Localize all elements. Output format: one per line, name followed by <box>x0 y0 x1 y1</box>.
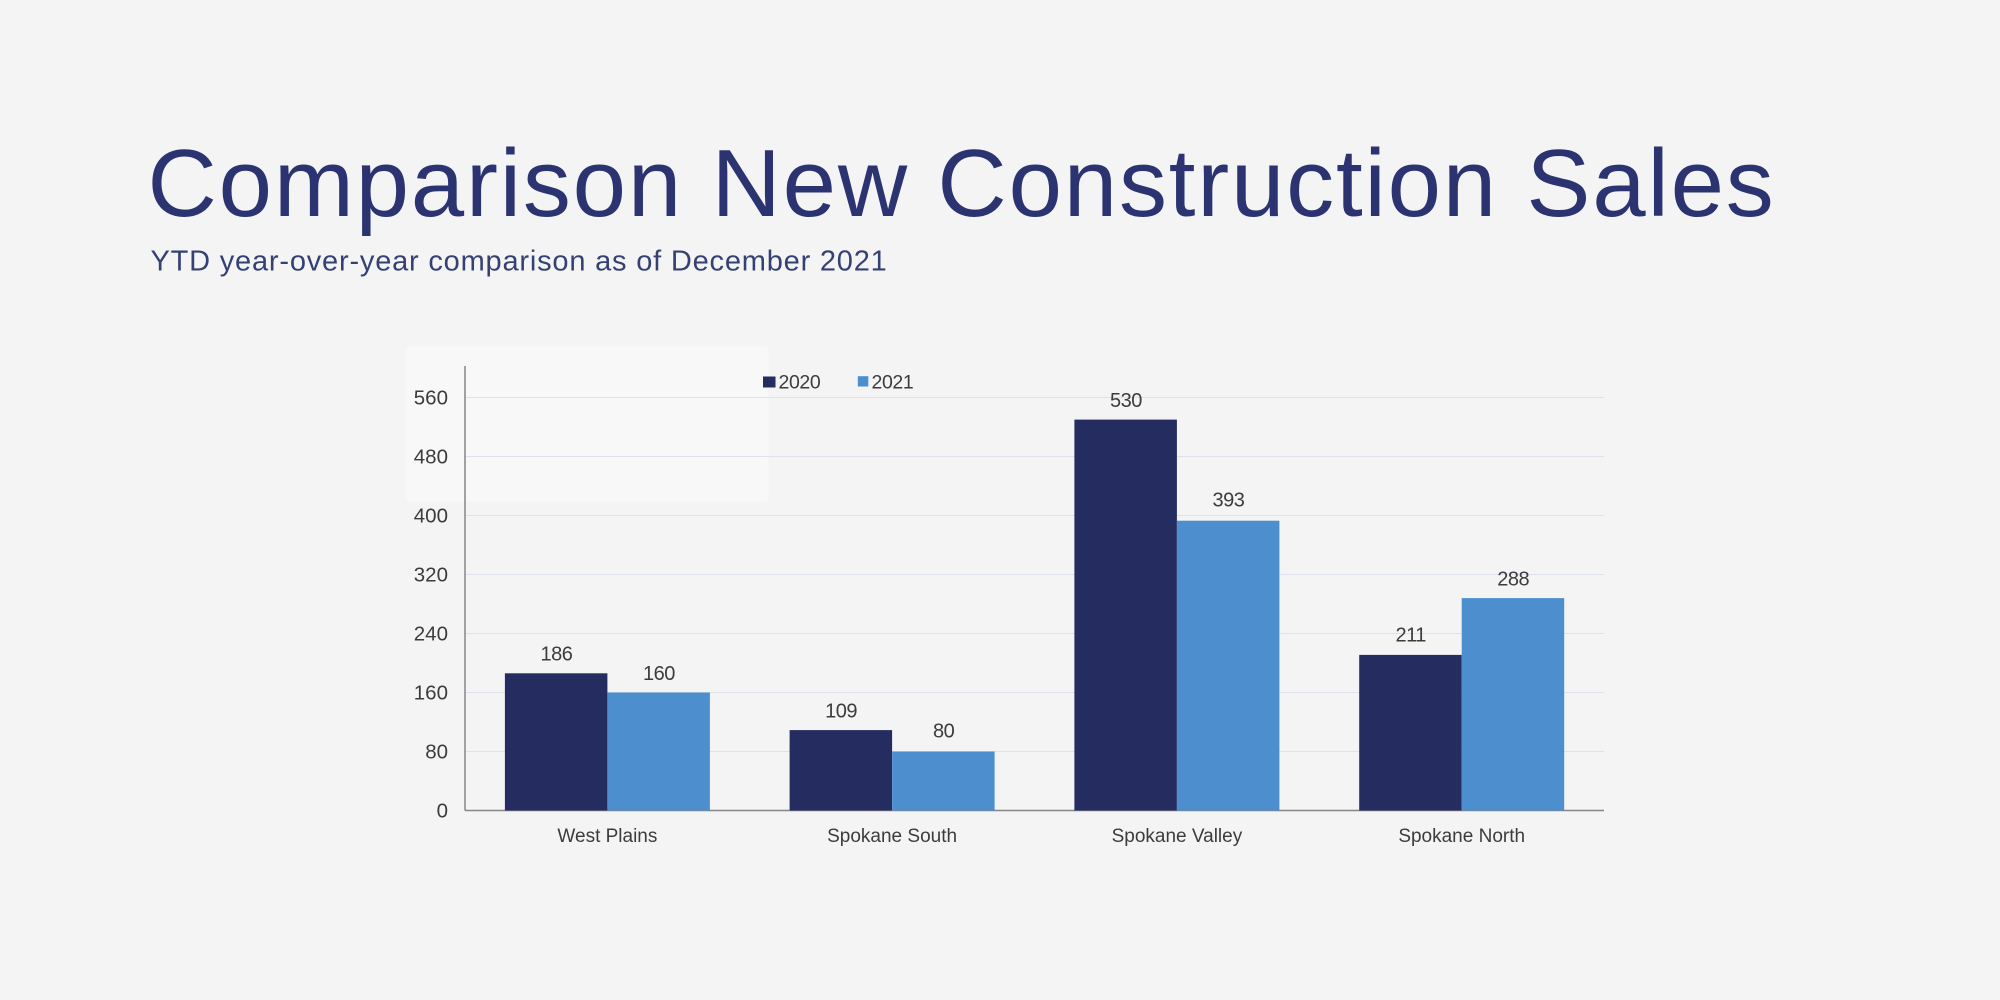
svg-text:393: 393 <box>1212 490 1244 512</box>
svg-text:West Plains: West Plains <box>557 826 657 847</box>
svg-text:240: 240 <box>414 623 448 646</box>
svg-text:186: 186 <box>540 644 572 666</box>
svg-text:YTD year-over-year comparison: YTD year-over-year comparison as of Dece… <box>151 245 888 277</box>
svg-text:160: 160 <box>414 682 448 705</box>
svg-text:160: 160 <box>643 663 675 685</box>
svg-text:80: 80 <box>933 721 955 743</box>
svg-text:288: 288 <box>1497 569 1529 591</box>
svg-text:0: 0 <box>437 800 448 823</box>
svg-text:211: 211 <box>1396 625 1427 647</box>
svg-text:109: 109 <box>825 701 857 723</box>
svg-text:Spokane South: Spokane South <box>827 826 957 847</box>
svg-text:560: 560 <box>414 387 448 410</box>
svg-text:Spokane North: Spokane North <box>1398 826 1525 847</box>
svg-text:530: 530 <box>1110 390 1142 412</box>
svg-text:480: 480 <box>414 446 448 469</box>
svg-text:400: 400 <box>414 505 448 528</box>
svg-text:320: 320 <box>414 564 448 587</box>
svg-text:Spokane Valley: Spokane Valley <box>1112 826 1243 847</box>
svg-text:Comparison New Construction Sa: Comparison New Construction Sales <box>148 130 1776 237</box>
svg-text:2020: 2020 <box>779 372 821 394</box>
svg-text:80: 80 <box>425 741 448 764</box>
svg-text:2021: 2021 <box>872 372 914 394</box>
